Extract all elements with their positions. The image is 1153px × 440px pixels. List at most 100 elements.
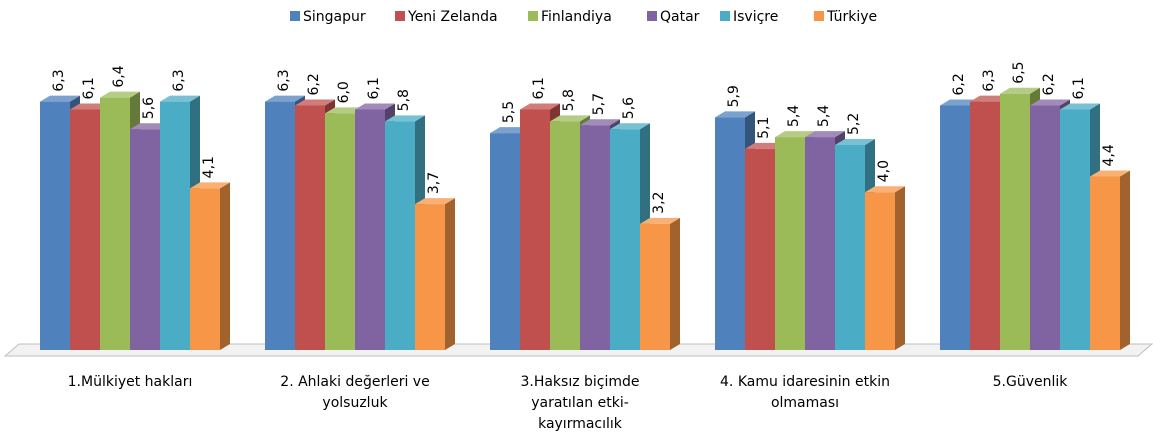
bar-top bbox=[355, 103, 395, 110]
value-label: 4,0 bbox=[876, 160, 892, 182]
bar bbox=[865, 186, 905, 350]
x-tick-label: 5.Güvenlik bbox=[992, 374, 1068, 390]
value-label: 6,1 bbox=[531, 77, 547, 99]
bar-front bbox=[1000, 93, 1030, 350]
bar-top bbox=[415, 198, 455, 205]
legend-swatch bbox=[395, 11, 405, 21]
value-label: 6,2 bbox=[1041, 73, 1057, 95]
bar bbox=[1090, 170, 1130, 350]
bar-front bbox=[385, 121, 415, 350]
bar-front bbox=[580, 125, 610, 350]
bar-front bbox=[970, 101, 1000, 350]
bar-top bbox=[715, 111, 755, 118]
bar-top bbox=[160, 95, 200, 102]
bar-top bbox=[640, 217, 680, 224]
x-tick-label: 2. Ahlaki değerleri ve yolsuzluk bbox=[280, 374, 430, 411]
value-label: 5,1 bbox=[756, 117, 772, 139]
bar-front bbox=[1030, 105, 1060, 351]
value-label: 6,4 bbox=[111, 65, 127, 87]
bar-front bbox=[40, 101, 70, 350]
bar bbox=[640, 217, 680, 350]
bar-front bbox=[325, 113, 355, 350]
bar-top bbox=[295, 99, 335, 106]
bar-top bbox=[190, 182, 230, 189]
value-label: 5,4 bbox=[816, 105, 832, 127]
value-label: 5,9 bbox=[726, 85, 742, 107]
value-label: 5,7 bbox=[591, 93, 607, 115]
bar bbox=[190, 182, 230, 350]
bar-front bbox=[295, 105, 325, 351]
value-label: 6,2 bbox=[306, 73, 322, 95]
bar-top bbox=[580, 119, 620, 126]
value-label: 6,3 bbox=[51, 69, 67, 91]
x-tick-label: 1.Mülkiyet hakları bbox=[67, 374, 193, 390]
bar-top bbox=[550, 115, 590, 122]
bar-side bbox=[670, 217, 680, 350]
legend-label: Isviçre bbox=[733, 9, 778, 25]
legend-label: Qatar bbox=[660, 9, 700, 25]
bar-front bbox=[520, 109, 550, 350]
value-label: 5,8 bbox=[396, 89, 412, 111]
bar-front bbox=[610, 129, 640, 350]
bar-top bbox=[100, 91, 140, 98]
value-label: 5,6 bbox=[621, 97, 637, 119]
value-label: 6,5 bbox=[1011, 61, 1027, 83]
value-label: 3,2 bbox=[651, 192, 667, 214]
legend-swatch bbox=[528, 11, 538, 21]
bar-side bbox=[445, 198, 455, 350]
bar-front bbox=[1090, 176, 1120, 350]
bar-top bbox=[610, 123, 650, 130]
bar-top bbox=[40, 95, 80, 102]
bar-front bbox=[865, 192, 895, 350]
bar-top bbox=[385, 115, 425, 122]
legend-label: Finlandiya bbox=[541, 9, 612, 25]
bar-front bbox=[160, 101, 190, 350]
value-label: 6,3 bbox=[981, 69, 997, 91]
bar-top bbox=[805, 131, 845, 138]
bar-top bbox=[865, 186, 905, 193]
value-label: 5,2 bbox=[846, 113, 862, 135]
bar-top bbox=[1090, 170, 1130, 177]
bar-front bbox=[100, 97, 130, 351]
bar-front bbox=[940, 105, 970, 351]
value-label: 6,2 bbox=[951, 73, 967, 95]
value-label: 6,3 bbox=[276, 69, 292, 91]
bar-front bbox=[355, 109, 385, 350]
value-label: 6,1 bbox=[1071, 77, 1087, 99]
bar-side bbox=[895, 186, 905, 350]
bar-front bbox=[130, 129, 160, 350]
value-label: 4,4 bbox=[1101, 144, 1117, 166]
bar-front bbox=[715, 117, 745, 350]
bar-top bbox=[775, 131, 815, 138]
bar-front bbox=[490, 133, 520, 350]
bar-top bbox=[265, 95, 305, 102]
bar-front bbox=[775, 137, 805, 350]
bar bbox=[415, 198, 455, 350]
bar-front bbox=[70, 109, 100, 350]
value-label: 6,1 bbox=[366, 77, 382, 99]
value-label: 5,8 bbox=[561, 89, 577, 111]
value-label: 6,3 bbox=[171, 69, 187, 91]
bar-front bbox=[265, 101, 295, 350]
bar-top bbox=[1030, 99, 1070, 106]
bar-front bbox=[805, 137, 835, 350]
value-label: 3,7 bbox=[426, 172, 442, 194]
bar-top bbox=[835, 138, 875, 145]
bar-front bbox=[640, 223, 670, 350]
bar-front bbox=[415, 204, 445, 350]
value-label: 5,6 bbox=[141, 97, 157, 119]
bar-front bbox=[1060, 109, 1090, 350]
bar-front bbox=[745, 148, 775, 350]
value-label: 4,1 bbox=[201, 156, 217, 178]
bar-top bbox=[1060, 103, 1100, 110]
value-label: 5,5 bbox=[501, 101, 517, 123]
value-label: 6,1 bbox=[81, 77, 97, 99]
bar-side bbox=[1120, 170, 1130, 350]
bar-top bbox=[1000, 87, 1040, 94]
value-label: 6,0 bbox=[336, 81, 352, 103]
bar-front bbox=[550, 121, 580, 350]
x-tick-label: 3.Haksız biçimde yaratılan etki-kayırmac… bbox=[520, 374, 640, 432]
bar-front bbox=[835, 144, 865, 350]
